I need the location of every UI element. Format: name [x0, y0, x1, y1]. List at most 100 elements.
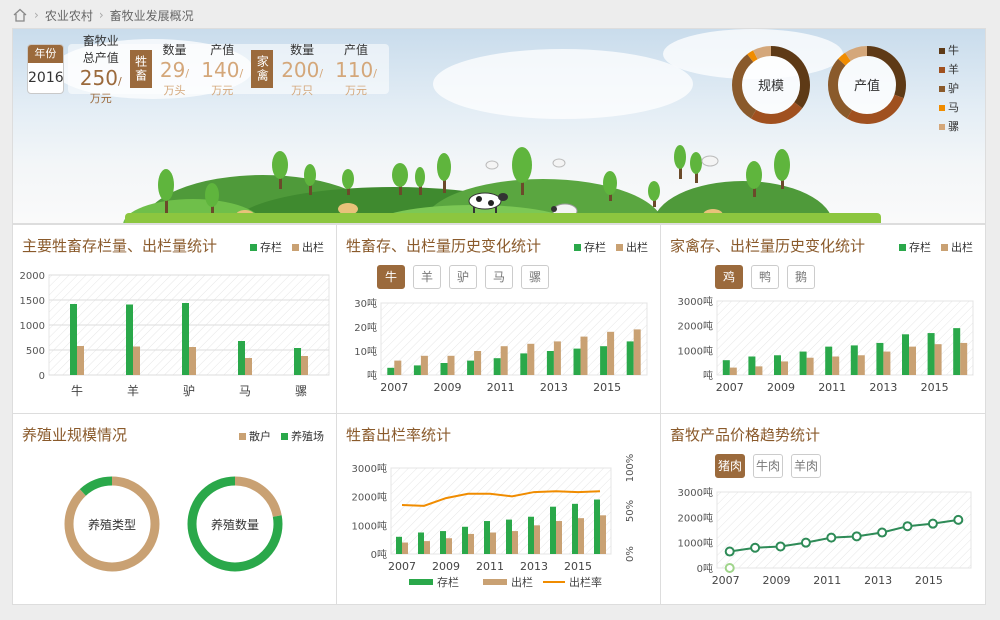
x-tick-label: 2015 — [921, 381, 949, 394]
legend-label: 骡 — [948, 120, 959, 133]
legend-item-farm[interactable]: 养殖场 — [281, 428, 324, 444]
bar-出栏 — [600, 515, 606, 554]
legend-label-out: 出栏 — [511, 575, 533, 589]
tab-cattle[interactable]: 牛 — [377, 265, 405, 289]
legend-item-scattered[interactable]: 散户 — [239, 428, 271, 444]
bar-出栏 — [857, 355, 865, 375]
tab-pork[interactable]: 猪肉 — [715, 454, 745, 478]
point-猪肉 — [953, 514, 964, 525]
point-猪肉 — [750, 542, 761, 553]
x-tick-label: 2013 — [869, 381, 897, 394]
legend-swatch — [939, 85, 945, 92]
hero-legend-item[interactable]: 骡 — [939, 117, 959, 136]
panel-poultry-history: 家禽存、出栏量历史变化统计 存栏 出栏 鸡 鸭 鹅 吨 1000吨 2000吨 300… — [660, 224, 986, 414]
hero-legend-item[interactable]: 驴 — [939, 79, 959, 98]
tab-donkey[interactable]: 驴 — [449, 265, 477, 289]
bar-出栏 — [578, 518, 584, 554]
ground-strip — [125, 213, 881, 223]
bar-出栏 — [580, 336, 588, 375]
breadcrumb-item-agri[interactable]: 农业农村 — [44, 8, 93, 23]
scale-donut-label: 规模 — [758, 79, 784, 94]
y-tick-label: 3000吨 — [352, 462, 387, 475]
legend-label: 羊 — [948, 63, 959, 76]
legend-item-out[interactable]: 出栏 — [616, 239, 648, 255]
tab-mutton[interactable]: 羊肉 — [791, 454, 821, 478]
y-tick-label: 3000吨 — [678, 486, 713, 499]
y-tick-label: 2000吨 — [352, 491, 387, 504]
bar-存栏 — [520, 353, 528, 375]
poultry-count-label: 数量 — [290, 42, 315, 57]
poultry-badge: 家禽 — [251, 50, 274, 88]
hero-legend-item[interactable]: 马 — [939, 98, 959, 117]
legend-swatch — [939, 104, 945, 111]
y-tick-label: 吨 — [367, 369, 377, 382]
bar-存栏 — [462, 526, 468, 554]
bar-存栏 — [722, 360, 730, 375]
y-tick-label: 1000吨 — [678, 344, 713, 357]
x-tick-label: 2011 — [487, 381, 515, 394]
legend-swatch — [939, 123, 945, 130]
y-tick-label: 1000 — [20, 321, 45, 332]
tab-horse[interactable]: 马 — [485, 265, 513, 289]
x-tick-label: 2009 — [763, 574, 791, 587]
bar-存栏 — [546, 351, 554, 375]
bar-存栏 — [387, 367, 395, 375]
panel-title: 牲畜出栏率统计 — [346, 426, 452, 444]
x-tick-label: 2007 — [716, 381, 744, 394]
legend-swatch — [939, 66, 945, 73]
total-output-value: 250 — [79, 66, 118, 90]
point-猪肉 — [800, 537, 811, 548]
x-tick-label: 2009 — [432, 560, 460, 573]
bar-存栏 — [413, 365, 421, 375]
chart-legend: 存栏 出栏 — [574, 239, 648, 255]
legend-item-out[interactable]: 出栏 — [292, 239, 324, 255]
hero-legend-item[interactable]: 牛 — [939, 41, 959, 60]
bar-存栏 — [467, 360, 475, 375]
stats-panel: 年份 2016 畜牧业总产值 250/万元 牲畜 数量 29/万头 产值 140… — [27, 34, 389, 105]
bar-存栏 — [70, 304, 77, 375]
legend-label: 牛 — [948, 44, 959, 57]
tab-sheep[interactable]: 羊 — [413, 265, 441, 289]
tab-duck[interactable]: 鸭 — [751, 265, 779, 289]
tab-beef[interactable]: 牛肉 — [753, 454, 783, 478]
bar-存栏 — [902, 334, 909, 375]
bar-存栏 — [825, 346, 833, 375]
poultry-output-unit: /万元 — [345, 66, 377, 97]
x-tick-label: 2011 — [813, 574, 841, 587]
point-猪肉 — [826, 532, 837, 543]
chart-legend: 散户 养殖场 — [239, 428, 324, 444]
x-tick-label: 马 — [239, 384, 251, 398]
tab-mule[interactable]: 骡 — [521, 265, 549, 289]
x-tick-label: 2015 — [915, 574, 943, 587]
legend-item-stock[interactable]: 存栏 — [250, 239, 282, 255]
legend-item-stock[interactable]: 存栏 — [574, 239, 606, 255]
tab-chicken[interactable]: 鸡 — [715, 265, 743, 289]
year-selector[interactable]: 年份 2016 — [27, 44, 64, 94]
bar-存栏 — [294, 348, 301, 375]
bar-出栏 — [527, 343, 535, 375]
chart-legend: 存栏 出栏 — [250, 239, 324, 255]
stats-row: 畜牧业总产值 250/万元 牲畜 数量 29/万头 产值 140/万元 家禽 数… — [67, 34, 389, 105]
x-tick-label: 2007 — [388, 560, 416, 573]
bar-存栏 — [600, 346, 608, 375]
bar-存栏 — [748, 356, 756, 375]
scale-donut[interactable]: 规模 — [732, 46, 810, 124]
panel-price-trend: 畜牧产品价格趋势统计 猪肉 牛肉 羊肉 0吨 1000吨 2000吨 3000吨 200… — [660, 413, 986, 605]
bar-出栏 — [553, 341, 561, 375]
hero-banner: 年份 2016 畜牧业总产值 250/万元 牲畜 数量 29/万头 产值 140… — [12, 28, 986, 224]
bar-出栏 — [909, 346, 916, 375]
hero-legend-item[interactable]: 羊 — [939, 60, 959, 79]
bar-存栏 — [626, 341, 634, 375]
bar-出栏 — [556, 521, 562, 554]
bar-存栏 — [506, 519, 512, 554]
tab-goose[interactable]: 鹅 — [787, 265, 815, 289]
poultry-output-label: 产值 — [344, 42, 369, 57]
output-donut[interactable]: 产值 — [828, 46, 906, 124]
bar-出栏 — [781, 361, 788, 375]
x-tick-label: 骡 — [295, 384, 307, 398]
bar-出栏 — [512, 531, 518, 554]
legend-item-stock[interactable]: 存栏 — [899, 239, 931, 255]
home-icon[interactable] — [12, 8, 28, 22]
legend-item-out[interactable]: 出栏 — [941, 239, 973, 255]
total-output-label: 畜牧业总产值 — [82, 34, 119, 65]
